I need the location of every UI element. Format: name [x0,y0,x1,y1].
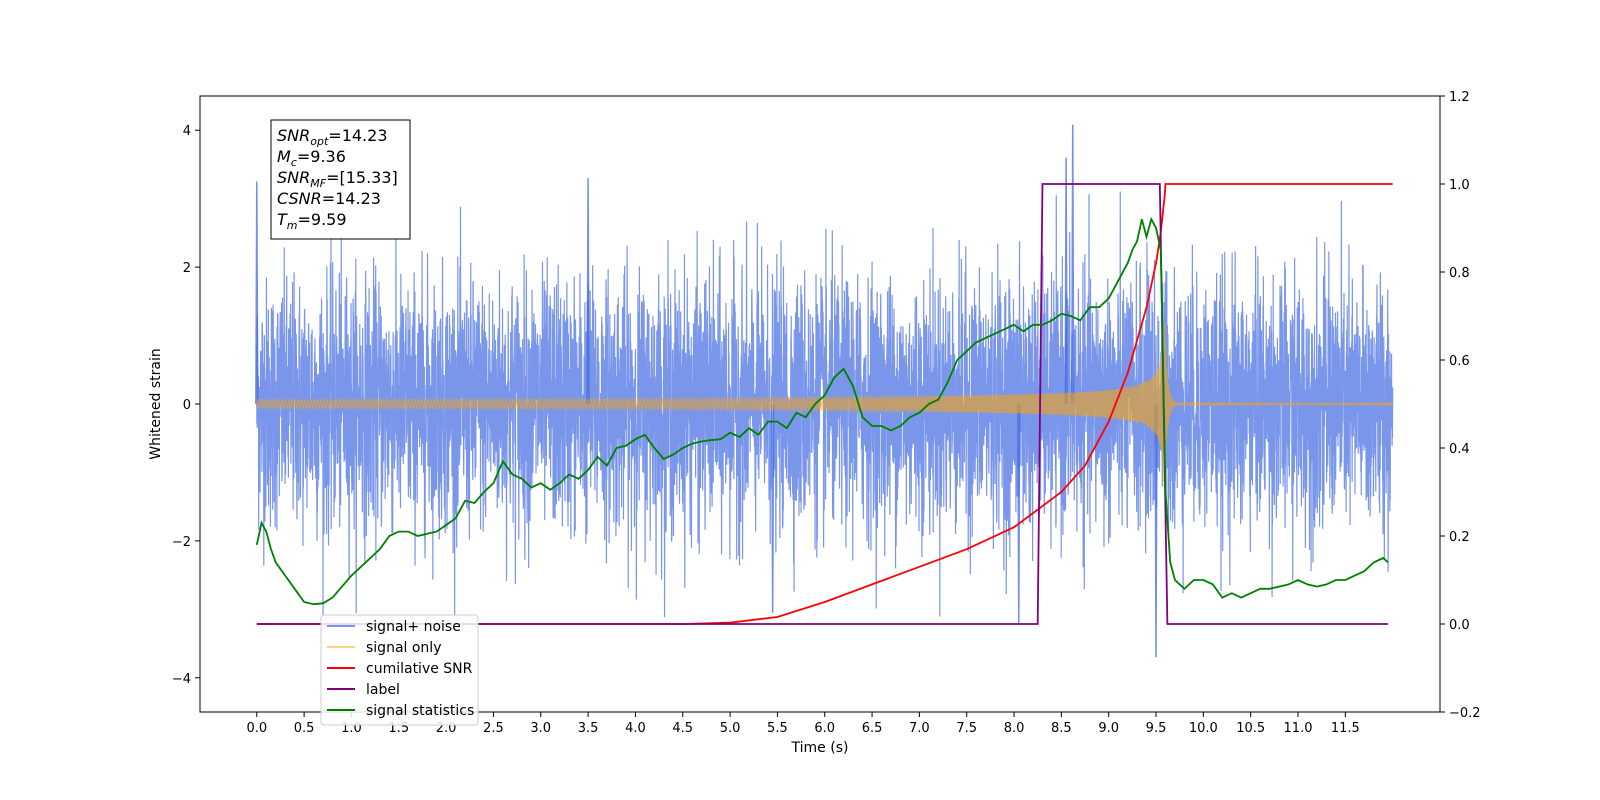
x-tick-label: 10.5 [1236,721,1265,736]
x-tick-label: 0.0 [246,721,267,736]
y2-tick-label: 0.0 [1449,618,1470,633]
y-tick-label: 2 [183,261,191,276]
annotation-line: Tm=9.59 [277,210,347,232]
y2-tick-label: 0.2 [1449,530,1470,545]
x-tick-label: 11.5 [1331,721,1360,736]
signal-noise-series [255,124,1394,658]
x-tick-label: 4.5 [672,721,693,736]
signal-statistics-line [255,216,1389,606]
y-tick-label: 0 [183,398,191,413]
noise-spike [1017,403,1021,624]
noise-spike [1071,124,1075,405]
y2-tick-label: −0.2 [1449,706,1481,721]
legend-label: signal only [366,640,441,656]
x-tick-label: 9.5 [1146,721,1167,736]
x-tick-label: 8.0 [1004,721,1025,736]
legend-label: signal statistics [366,703,474,719]
y-axis-label: Whitened strain [148,348,164,459]
y2-tick-label: 0.8 [1449,266,1470,281]
y-tick-label: −4 [172,672,191,687]
x-tick-label: 5.0 [720,721,741,736]
x-tick-label: 6.5 [862,721,883,736]
x-tick-label: 10.0 [1189,721,1218,736]
x-tick-label: 4.0 [625,721,646,736]
noise-spike [255,181,259,405]
noise-spike [586,178,590,405]
x-tick-label: 6.0 [814,721,835,736]
legend-label: cumilative SNR [366,661,473,677]
x-tick-label: 3.5 [578,721,599,736]
legend-frame [320,614,479,726]
x-tick-label: 5.5 [767,721,788,736]
x-tick-label: 7.0 [909,721,930,736]
x-axis-label: Time (s) [791,740,849,756]
y2-tick-label: 1.2 [1449,90,1470,105]
y2-axis-ticks: 1.2 1.0 0.8 0.6 0.4 0.2 0.0 −0.2 [1440,90,1481,721]
annotation-box: SNRopt=14.23Mc=9.36SNRMF=[15.33]CSNR=14.… [270,119,411,240]
y2-tick-label: 0.6 [1449,354,1470,369]
legend-label: signal+ noise [366,619,461,635]
x-tick-label: 2.5 [483,721,504,736]
x-tick-label: 8.5 [1051,721,1072,736]
signal-only-series [256,322,1394,488]
y-axis-ticks: 4 2 0 −2 −4 [172,124,200,687]
annotation-frame [270,119,411,240]
annotation-line: Mc=9.36 [277,147,346,169]
line-series-group [255,183,1393,625]
signal-only-line [256,322,1394,488]
y-tick-label: 4 [183,124,191,139]
x-tick-label: 0.5 [294,721,315,736]
x-tick-label: 3.0 [530,721,551,736]
x-tick-label: 11.0 [1284,721,1313,736]
annotation-line: CSNR=14.23 [277,189,381,208]
noise-spike [1064,157,1068,405]
x-tick-label: 7.5 [956,721,977,736]
y2-tick-label: 0.4 [1449,442,1470,457]
annotation-line: SNRopt=14.23 [277,126,388,148]
y-tick-label: −2 [172,535,191,550]
noise-spike [1154,403,1158,658]
legend: signal+ noise signal only cumilative SNR la… [320,614,479,726]
y2-tick-label: 1.0 [1449,178,1470,193]
annotation-line: SNRMF=[15.33] [277,168,398,190]
x-tick-label: 9.0 [1098,721,1119,736]
legend-label: label [366,682,400,698]
signal-noise-line [256,191,1394,619]
label-line [256,183,1388,625]
